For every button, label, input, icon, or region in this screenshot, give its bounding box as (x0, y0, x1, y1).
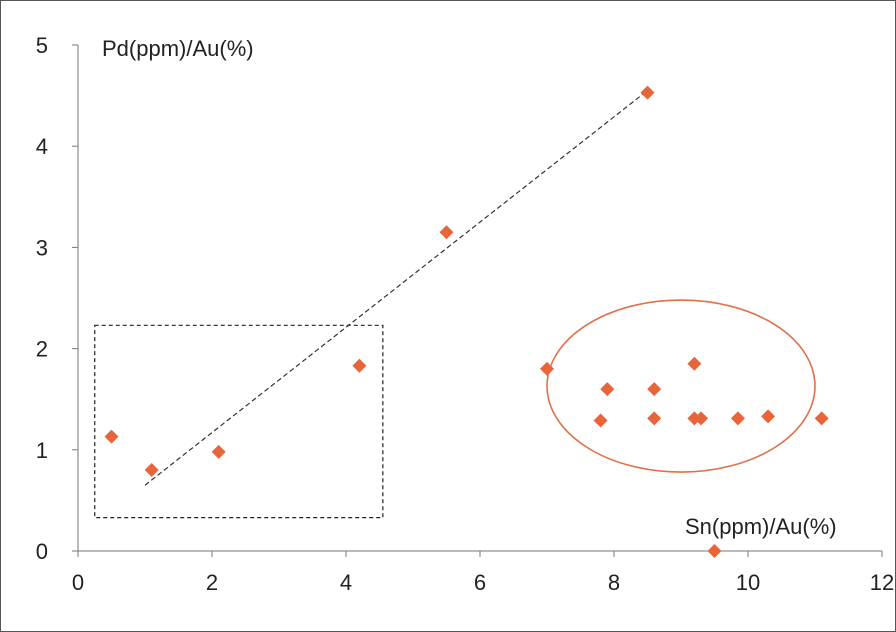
data-point (439, 225, 454, 240)
data-point (761, 409, 776, 424)
dashed-selection-box (94, 324, 384, 519)
x-tick-label: 12 (870, 570, 894, 595)
data-point (540, 361, 554, 376)
data-point (600, 382, 615, 397)
data-point (211, 444, 226, 459)
data-point (707, 544, 722, 558)
y-tick-label: 0 (36, 539, 48, 564)
trendline (144, 90, 648, 486)
x-tick-label: 6 (474, 570, 486, 595)
data-point (647, 382, 662, 397)
data-point (694, 411, 709, 426)
data-points (104, 85, 829, 558)
data-point (352, 358, 367, 373)
y-tick-label: 5 (36, 33, 48, 58)
y-axis-label: Pd(ppm)/Au(%) (102, 36, 254, 61)
data-point (640, 85, 655, 100)
data-point (104, 429, 119, 444)
data-point (687, 356, 702, 371)
y-tick-label: 4 (36, 134, 48, 159)
data-point (593, 413, 608, 428)
data-point (730, 411, 745, 426)
cluster-ellipse (546, 299, 816, 473)
x-tick-label: 10 (736, 570, 760, 595)
x-ticks: 0 2 4 6 8 10 12 (72, 551, 894, 595)
y-ticks: 0 1 2 3 4 5 (36, 33, 78, 564)
data-point (814, 411, 829, 426)
annotations-layer (94, 299, 816, 519)
y-tick-label: 1 (36, 438, 48, 463)
x-tick-label: 2 (206, 570, 218, 595)
trendline-layer (144, 90, 648, 486)
y-tick-label: 2 (36, 337, 48, 362)
x-tick-label: 8 (608, 570, 620, 595)
y-tick-label: 3 (36, 235, 48, 260)
data-point (144, 463, 159, 478)
x-tick-label: 0 (72, 570, 84, 595)
x-tick-label: 4 (340, 570, 352, 595)
data-point (647, 411, 662, 426)
x-axis-label: Sn(ppm)/Au(%) (685, 514, 837, 539)
